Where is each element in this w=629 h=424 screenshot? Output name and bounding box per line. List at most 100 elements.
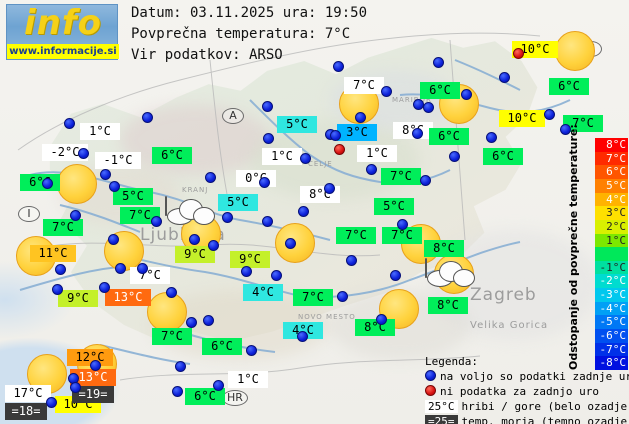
scale-band: -2°C — [595, 274, 628, 289]
temperature-chip: 9°C — [58, 290, 98, 307]
temperature-chip: 6°C — [549, 78, 589, 95]
temperature-deviation-scale: Odstopanje od povprečne temperature: 8°C… — [566, 124, 628, 370]
scale-band: 8°C — [595, 138, 628, 152]
station-dot-available[interactable] — [109, 181, 120, 192]
station-dot-no-data[interactable] — [334, 144, 345, 155]
city-label: NOVO MESTO — [298, 313, 356, 321]
station-dot-available[interactable] — [46, 397, 57, 408]
station-dot-available[interactable] — [262, 101, 273, 112]
sea-temperature-chip: =18= — [5, 403, 47, 420]
station-dot-available[interactable] — [285, 238, 296, 249]
temperature-chip: 1°C — [80, 123, 120, 140]
sea-temperature-chip: =19= — [72, 386, 114, 403]
scale-band: -8°C — [595, 356, 628, 370]
header-data-source: Vir podatkov: ARSO — [131, 47, 283, 63]
station-dot-available[interactable] — [52, 284, 63, 295]
temperature-chip: 7°C — [293, 289, 333, 306]
station-dot-available[interactable] — [142, 112, 153, 123]
station-dot-available[interactable] — [151, 216, 162, 227]
station-dot-available[interactable] — [461, 89, 472, 100]
station-dot-available[interactable] — [70, 382, 81, 393]
station-dot-available[interactable] — [381, 86, 392, 97]
legend-row-ok-label: na voljo so podatki zadnje ure — [440, 370, 629, 383]
legend-row-no-data: ni podatka za zadnjo uro — [425, 385, 599, 398]
station-dot-available[interactable] — [366, 164, 377, 175]
temperature-chip: 7°C — [130, 267, 170, 284]
station-dot-available[interactable] — [70, 210, 81, 221]
station-dot-available[interactable] — [346, 255, 357, 266]
station-dot-available[interactable] — [486, 132, 497, 143]
station-dot-available[interactable] — [186, 317, 197, 328]
station-dot-available[interactable] — [271, 270, 282, 281]
scale-band: 4°C — [595, 192, 628, 207]
station-dot-available[interactable] — [298, 206, 309, 217]
scale-title: Odstopanje od povprečne temperature: — [567, 124, 580, 370]
station-dot-available[interactable] — [376, 314, 387, 325]
station-dot-available[interactable] — [246, 345, 257, 356]
station-dot-available[interactable] — [300, 153, 311, 164]
station-dot-available[interactable] — [166, 287, 177, 298]
station-dot-available[interactable] — [189, 234, 200, 245]
station-dot-available[interactable] — [137, 263, 148, 274]
country-badge-i: I — [18, 206, 40, 222]
station-dot-available[interactable] — [115, 263, 126, 274]
legend-row-data-available: na voljo so podatki zadnje ure — [425, 370, 629, 383]
station-dot-available[interactable] — [412, 128, 423, 139]
station-dot-available[interactable] — [390, 270, 401, 281]
temperature-chip: 13°C — [105, 289, 151, 306]
temperature-chip: 0°C — [236, 170, 276, 187]
station-dot-available[interactable] — [433, 57, 444, 68]
temperature-chip: 8°C — [355, 319, 395, 336]
station-dot-available[interactable] — [333, 61, 344, 72]
header-average-temperature: Povprečna temperatura: 7°C — [131, 26, 351, 42]
city-label: Velika Gorica — [470, 320, 549, 331]
station-dot-available[interactable] — [337, 291, 348, 302]
station-dot-available[interactable] — [330, 130, 341, 141]
station-dot-available[interactable] — [78, 148, 89, 159]
station-dot-available[interactable] — [397, 219, 408, 230]
scale-band — [595, 247, 628, 261]
station-dot-available[interactable] — [55, 264, 66, 275]
temperature-chip: 6°C — [483, 148, 523, 165]
station-dot-available[interactable] — [297, 331, 308, 342]
scale-band: -5°C — [595, 315, 628, 330]
station-dot-available[interactable] — [172, 386, 183, 397]
temperature-chip: -1°C — [95, 152, 141, 169]
station-dot-available[interactable] — [99, 282, 110, 293]
station-dot-no-data[interactable] — [513, 48, 524, 59]
station-dot-available[interactable] — [90, 360, 101, 371]
station-dot-available[interactable] — [560, 124, 571, 135]
station-dot-available[interactable] — [544, 109, 555, 120]
station-dot-available[interactable] — [449, 151, 460, 162]
legend-row-sea: =25= temp. morja (temno ozadje) — [425, 415, 629, 424]
station-dot-available[interactable] — [262, 216, 273, 227]
station-dot-available[interactable] — [355, 112, 366, 123]
station-dot-available[interactable] — [203, 315, 214, 326]
temperature-chip: 5°C — [113, 188, 153, 205]
station-dot-available[interactable] — [324, 183, 335, 194]
station-dot-available[interactable] — [64, 118, 75, 129]
station-dot-available[interactable] — [259, 177, 270, 188]
station-dot-available[interactable] — [263, 133, 274, 144]
temperature-chip: 6°C — [185, 388, 225, 405]
station-dot-available[interactable] — [420, 175, 431, 186]
site-logo[interactable]: info www.informacije.si — [6, 3, 119, 60]
temperature-chip: 9°C — [230, 251, 270, 268]
station-dot-available[interactable] — [42, 178, 53, 189]
temperature-chip: 7°C — [382, 227, 422, 244]
temperature-chip: 6°C — [420, 82, 460, 99]
station-dot-available[interactable] — [423, 102, 434, 113]
station-dot-available[interactable] — [222, 212, 233, 223]
station-dot-available[interactable] — [108, 234, 119, 245]
station-dot-available[interactable] — [499, 72, 510, 83]
temperature-chip: 13°C — [70, 369, 116, 386]
station-dot-available[interactable] — [241, 266, 252, 277]
station-dot-available[interactable] — [100, 169, 111, 180]
station-dot-available[interactable] — [208, 240, 219, 251]
station-dot-available[interactable] — [175, 361, 186, 372]
scale-band: 6°C — [595, 165, 628, 179]
temperature-chip: 1°C — [228, 371, 268, 388]
station-dot-available[interactable] — [205, 172, 216, 183]
station-dot-available[interactable] — [213, 380, 224, 391]
sun-icon — [546, 22, 604, 80]
